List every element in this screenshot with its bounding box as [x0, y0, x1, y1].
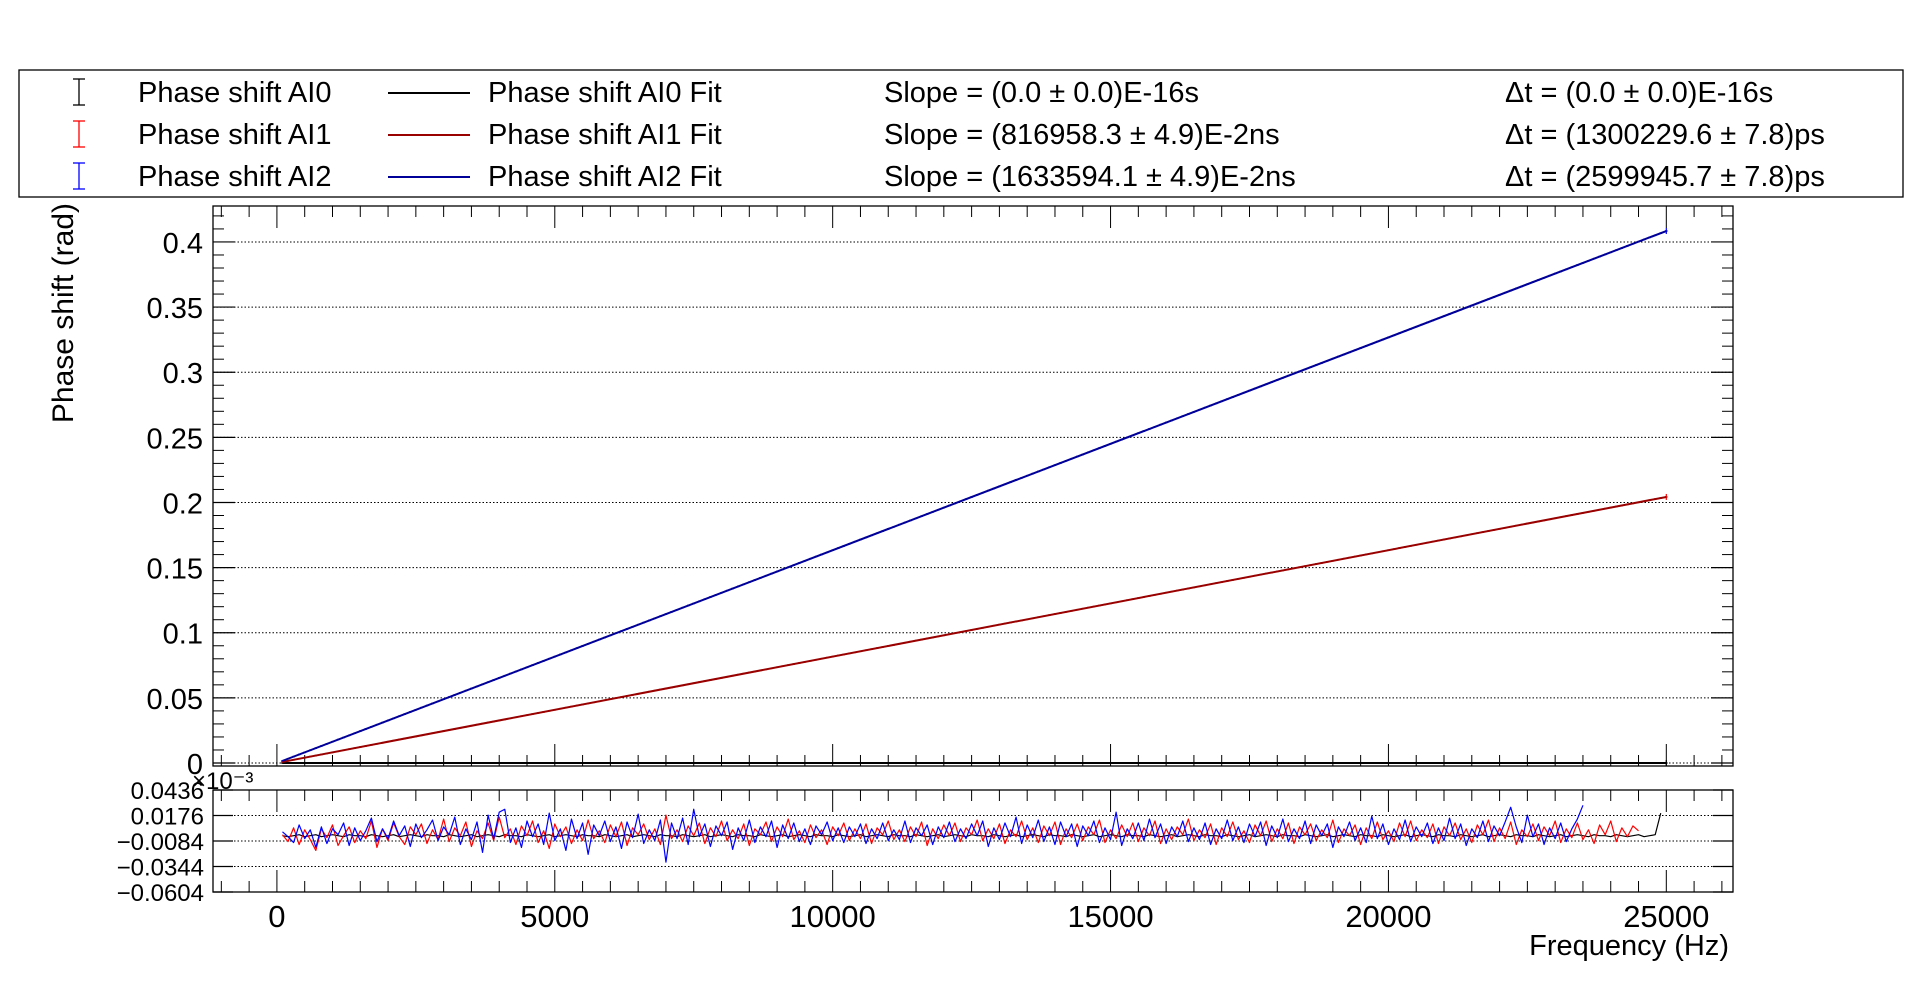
x-tick-label: 20000	[1345, 899, 1431, 934]
main-plot-frame	[212, 205, 1734, 767]
fit-line	[282, 495, 1667, 763]
legend-delta-t-text: Δt = (1300229.6 ± 7.8)ps	[1505, 119, 1825, 151]
legend: Phase shift AI0 Phase shift AI0 Fit Slope …	[18, 69, 1904, 198]
residual-line	[282, 805, 1584, 863]
main-grid	[213, 241, 1733, 764]
legend-fit-label: Phase shift AI0 Fit	[488, 77, 722, 109]
residual-series	[282, 805, 1662, 863]
legend-delta-t-text: Δt = (2599945.7 ± 7.8)ps	[1505, 161, 1825, 193]
residual-y-tick-label: −0.0084	[117, 829, 204, 856]
legend-delta-t-text: Δt = (0.0 ± 0.0)E-16s	[1505, 77, 1773, 109]
legend-series-label: Phase shift AI0	[138, 77, 331, 109]
main-y-tick-label: 0	[187, 749, 203, 781]
legend-slope-text: Slope = (0.0 ± 0.0)E-16s	[884, 77, 1199, 109]
fit-line	[282, 230, 1667, 762]
y-axis-title: Phase shift (rad)	[47, 203, 80, 423]
x-axis-title: Frequency (Hz)	[1529, 930, 1729, 962]
main-series	[281, 228, 1668, 767]
legend-fit-label: Phase shift AI1 Fit	[488, 119, 722, 151]
residual-y-tick-label: −0.0604	[117, 880, 204, 907]
residual-grid	[213, 815, 1733, 867]
residual-exponent-label: ×10⁻³	[192, 768, 253, 795]
legend-row: Phase shift AI0 Phase shift AI0 Fit Slope …	[73, 77, 1773, 109]
legend-fit-label: Phase shift AI2 Fit	[488, 161, 722, 193]
legend-box	[18, 69, 1904, 198]
main-y-tick-label: 0.2	[163, 488, 203, 520]
legend-slope-text: Slope = (1633594.1 ± 4.9)E-2ns	[884, 161, 1296, 193]
residual-y-tick-label: 0.0176	[131, 804, 204, 831]
main-y-tick-label: 0.35	[147, 293, 203, 325]
main-y-tick-label: 0.1	[163, 619, 203, 651]
main-y-tick-label: 0.25	[147, 423, 203, 455]
main-y-tick-label: 0.15	[147, 554, 203, 586]
x-tick-label: 0	[268, 899, 285, 934]
residual-y-tick-label: 0.0436	[131, 778, 204, 805]
main-axis-ticks: 0 0.05 0.1 0.15 0.2 0.25 0.3 0.35 0.4	[147, 206, 1733, 781]
residual-y-tick-label: −0.0344	[117, 855, 204, 882]
x-tick-label: 5000	[520, 899, 589, 934]
main-y-tick-label: 0.05	[147, 684, 203, 716]
legend-slope-text: Slope = (816958.3 ± 4.9)E-2ns	[884, 119, 1280, 151]
legend-series-label: Phase shift AI2	[138, 161, 331, 193]
x-tick-label: 15000	[1067, 899, 1153, 934]
x-tick-label: 10000	[790, 899, 876, 934]
main-y-tick-label: 0.4	[163, 228, 203, 260]
x-tick-label: 25000	[1623, 899, 1709, 934]
legend-row: Phase shift AI1 Phase shift AI1 Fit Slope …	[73, 119, 1825, 151]
legend-row: Phase shift AI2 Phase shift AI2 Fit Slope …	[73, 161, 1825, 193]
main-y-tick-label: 0.3	[163, 358, 203, 390]
legend-series-label: Phase shift AI1	[138, 119, 331, 151]
